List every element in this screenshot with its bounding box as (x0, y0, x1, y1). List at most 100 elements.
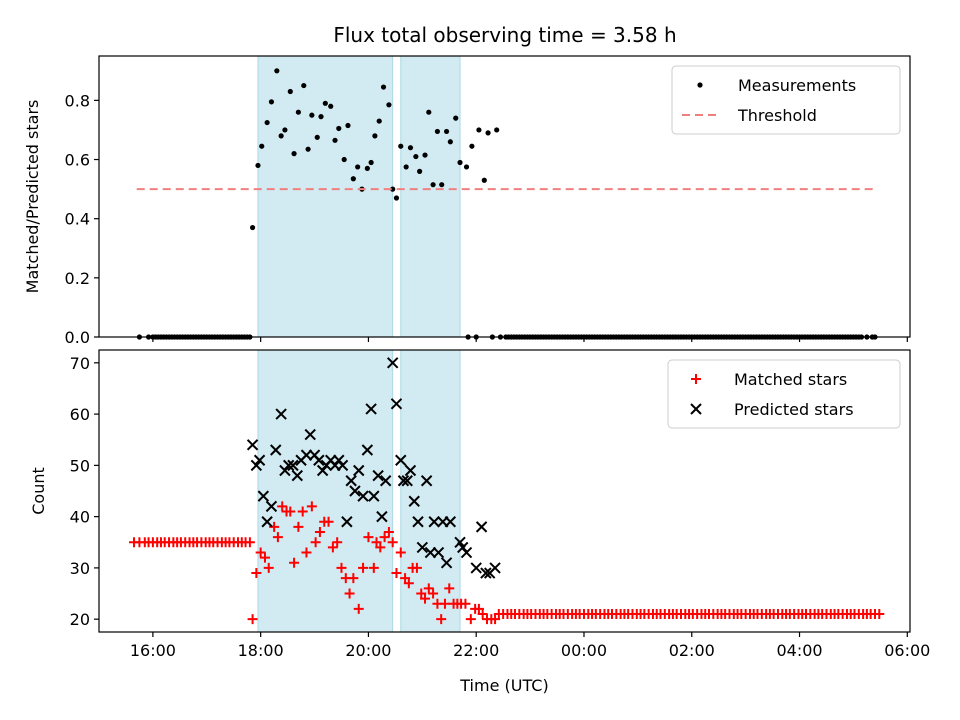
top-shaded-interval (257, 55, 394, 338)
measurement-point (386, 102, 392, 108)
matched-star-point (314, 527, 325, 538)
measurement-point (426, 109, 432, 115)
predicted-star-point (470, 562, 482, 574)
matched-star-point (420, 593, 431, 604)
matched-star-point (444, 583, 455, 594)
measurement-point (314, 134, 320, 140)
measurement-point (469, 143, 475, 149)
predicted-star-point (408, 495, 420, 507)
matched-star-point (428, 588, 439, 599)
matched-star-point (272, 532, 283, 543)
y-tick-label: 60 (70, 405, 90, 424)
legend-marker (697, 82, 703, 88)
measurement-point (368, 159, 374, 166)
predicted-star-point (282, 459, 295, 472)
measurement-point (259, 143, 265, 149)
matched-star-point (387, 537, 398, 548)
measurement-point (403, 164, 409, 170)
measurement-point (393, 195, 400, 201)
predicted-star-point (353, 464, 365, 477)
matched-star-point (259, 552, 270, 563)
measurement-point (372, 133, 378, 139)
predicted-star-point (460, 546, 473, 559)
predicted-star-point (246, 439, 259, 451)
measurement-point (295, 109, 301, 115)
predicted-star-point (480, 567, 492, 579)
matched-star-point (477, 609, 488, 620)
measurement-point (268, 99, 275, 105)
measurement-point (278, 133, 284, 139)
top-series (136, 68, 878, 340)
y-tick-label: 30 (70, 559, 90, 578)
bottom-series (129, 357, 885, 625)
matched-star-point (306, 501, 317, 512)
predicted-star-point (420, 475, 433, 487)
matched-star-point (416, 588, 427, 599)
matched-star-point (368, 562, 379, 573)
matched-star-point (411, 562, 422, 573)
matched-star-point (277, 501, 288, 512)
matched-star-point (465, 614, 476, 625)
predicted-star-point (261, 516, 273, 528)
measurement-point (355, 164, 361, 170)
matched-star-point (383, 527, 394, 538)
predicted-star-point (257, 490, 270, 502)
x-tick-label: 16:00 (130, 641, 176, 660)
bottom-series-predicted-stars (246, 357, 501, 579)
predicted-star-point (287, 459, 299, 472)
measurement-point (485, 130, 491, 136)
y-tick-label: 0.6 (65, 151, 90, 170)
matched-star-point (301, 547, 312, 558)
measurement-point (417, 168, 423, 174)
x-tick-label: 22:00 (453, 641, 499, 660)
predicted-star-point (336, 459, 349, 472)
predicted-star-point (397, 475, 410, 487)
matched-star-point (436, 614, 447, 625)
matched-star-point (255, 547, 266, 558)
y-tick-label: 0.4 (65, 210, 90, 229)
x-tick-label: 00:00 (561, 641, 607, 660)
predicted-star-point (304, 428, 316, 441)
matched-star-point (251, 568, 262, 579)
predicted-star-point (444, 516, 457, 528)
measurement-point (443, 128, 450, 135)
matched-star-point (247, 614, 258, 625)
predicted-star-point (365, 403, 377, 415)
measurement-point (318, 114, 324, 120)
measurement-point (494, 127, 500, 133)
predicted-star-point (376, 510, 388, 523)
matched-star-point (403, 578, 414, 589)
y-tick-label: 0.0 (65, 328, 90, 347)
measurement-point (249, 224, 256, 231)
matched-star-point (263, 562, 274, 573)
x-tick-label: 20:00 (345, 641, 391, 660)
matched-star-point (874, 609, 885, 620)
measurement-point (430, 182, 436, 188)
matched-star-point (395, 547, 406, 558)
measurement-point (422, 152, 428, 158)
matched-star-point (297, 506, 308, 517)
predicted-star-point (265, 500, 278, 513)
predicted-star-point (291, 469, 304, 482)
measurement-point (380, 84, 387, 90)
top-shaded-interval (400, 55, 461, 338)
predicted-star-point (349, 485, 361, 497)
x-tick-label: 04:00 (776, 641, 822, 660)
y-tick-label: 40 (70, 508, 90, 527)
predicted-star-point (386, 357, 399, 369)
matched-star-point (400, 573, 411, 584)
legend-label: Threshold (737, 106, 817, 125)
measurement-point (341, 156, 347, 163)
x-tick-label: 18:00 (238, 641, 284, 660)
predicted-star-point (357, 490, 369, 502)
matched-star-point (363, 532, 374, 543)
measurement-point (336, 125, 342, 132)
bottom-axes-frame (98, 349, 911, 633)
matched-star-point (379, 532, 390, 543)
y-tick-label: 0.2 (65, 269, 90, 288)
matched-star-point (244, 537, 255, 548)
predicted-star-point (253, 454, 266, 466)
matched-star-point (348, 573, 359, 584)
predicted-star-point (300, 449, 313, 461)
legend-box (671, 65, 901, 135)
